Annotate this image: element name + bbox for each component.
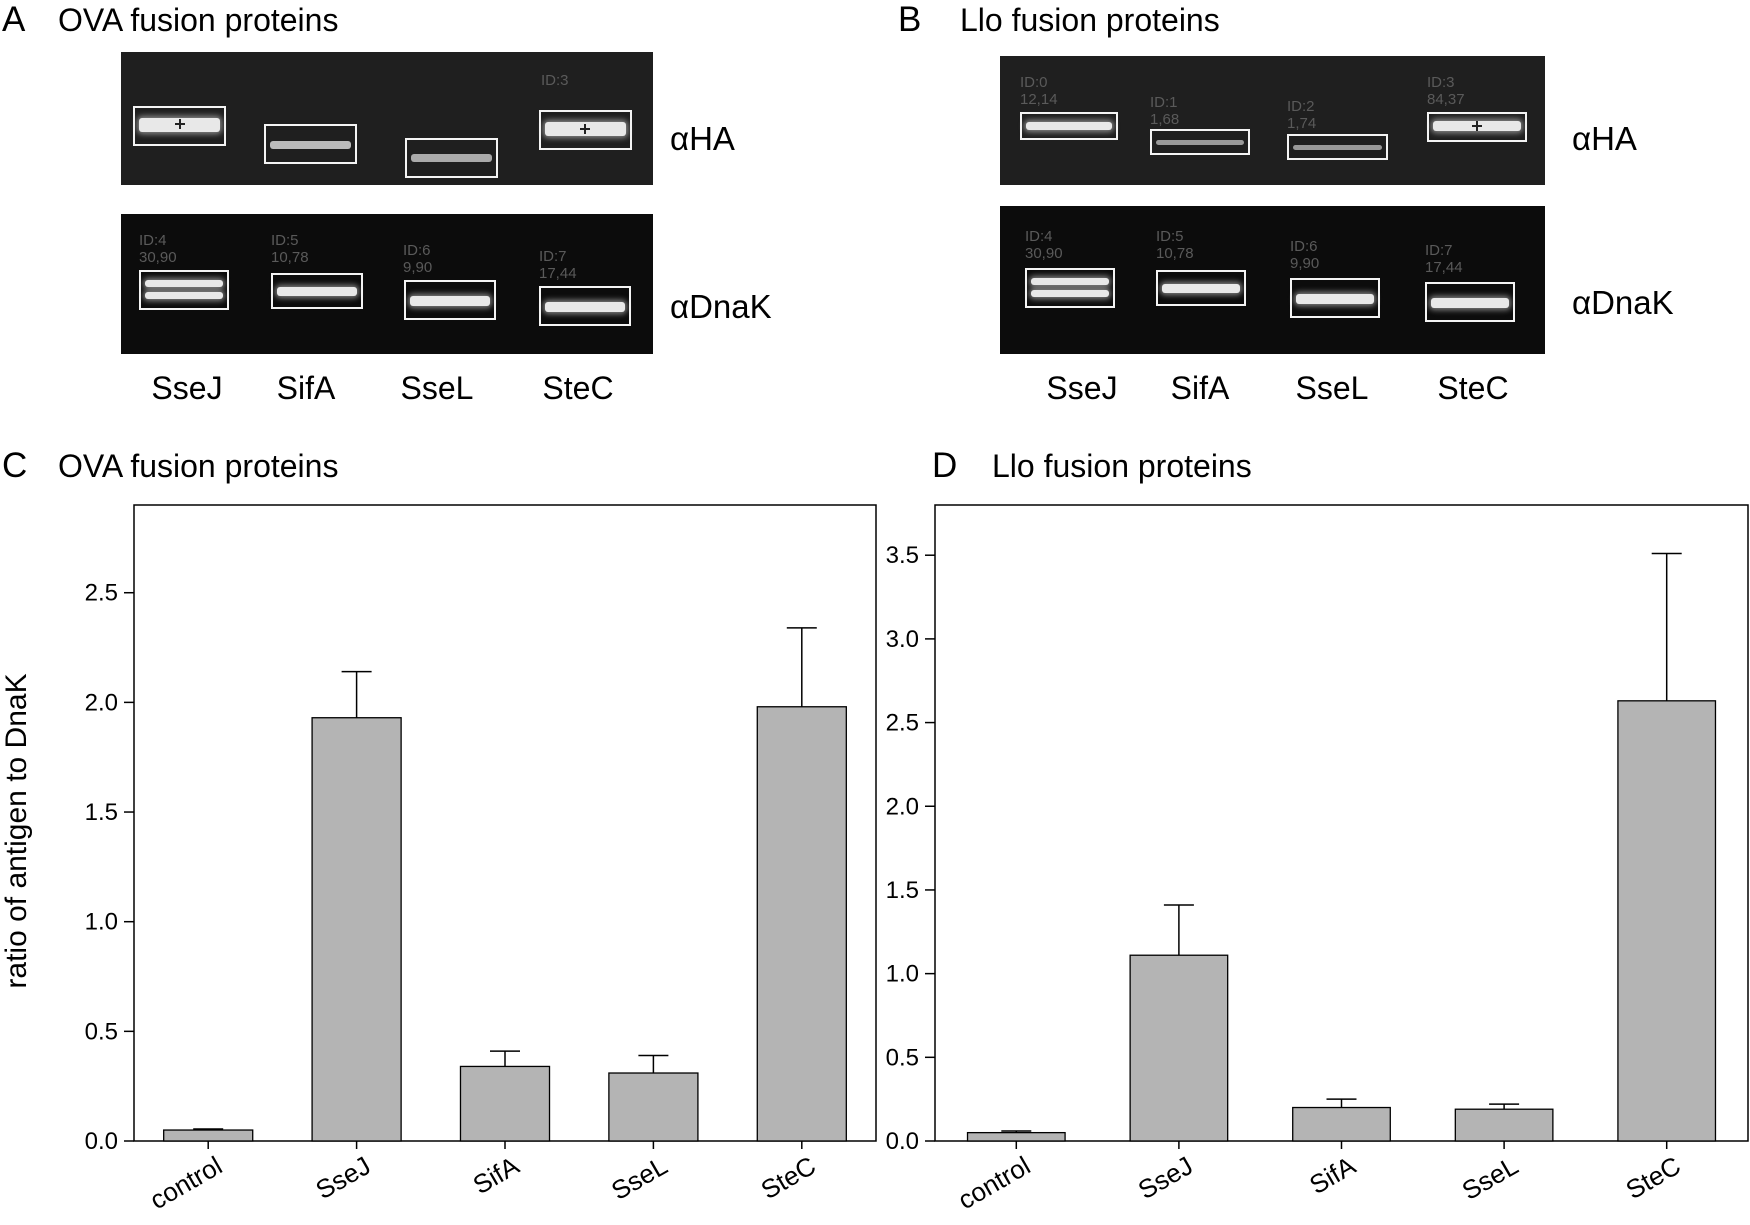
bar-c-sifa: [459, 1065, 551, 1142]
band-box: [404, 280, 496, 320]
band-box: [405, 138, 498, 178]
x-tick-label-d-ssej: SseJ: [1133, 1150, 1198, 1205]
band-id-b-ha-1: ID:0 12,14: [1020, 74, 1058, 108]
y-tick-label-c: 1.0: [85, 909, 118, 936]
band-id-a-dnak-2: ID:5 10,78: [271, 232, 309, 266]
bar-d-ssej: [1129, 954, 1229, 1142]
band-box: [1025, 268, 1115, 308]
antibody-label-a-dnak: αDnaK: [670, 288, 772, 325]
antibody-label-b-ha: αHA: [1572, 120, 1637, 157]
x-tick-label-d-stec: SteC: [1621, 1150, 1686, 1205]
band-id-b-dnak-3: ID:6 9,90: [1290, 238, 1320, 272]
band-id-a-dnak-3: ID:6 9,90: [403, 242, 433, 276]
band-box: [139, 270, 229, 310]
band-id-a-dnak-4: ID:7 17,44: [539, 248, 577, 282]
y-axis-title-c: ratio of antigen to DnaK: [0, 673, 33, 988]
blot-a-ha: ID:3: [121, 52, 653, 185]
band-box: [264, 124, 357, 164]
bar-d-ssel: [1454, 1108, 1554, 1142]
bar-c-control: [163, 1129, 254, 1142]
x-tick-label-c-sifa: SifA: [468, 1150, 525, 1200]
lane-label-b-1: SseJ: [1046, 370, 1118, 406]
lane-label-b-2: SifA: [1170, 370, 1230, 406]
y-tick-label-c: 0.0: [85, 1128, 118, 1155]
y-tick-label-d: 3.5: [886, 542, 919, 569]
panel-letter-c: C: [2, 446, 28, 485]
lane-label-a-3: SseL: [400, 370, 474, 406]
x-tick-label-c-control: control: [145, 1150, 228, 1215]
band-box: [1427, 112, 1527, 142]
panel-title-a: OVA fusion proteins: [58, 2, 339, 38]
y-tick-label-d: 3.0: [886, 626, 919, 653]
antibody-label-b-dnak: αDnaK: [1572, 284, 1674, 321]
band-id-b-ha-3: ID:2 1,74: [1287, 98, 1317, 132]
band-box: [539, 110, 632, 150]
band-id-a-ha-4: ID:3: [541, 72, 569, 89]
y-tick-label-d: 1.0: [886, 961, 919, 988]
lane-label-b-3: SseL: [1295, 370, 1369, 406]
band-box: [271, 273, 363, 309]
x-tick-label-c-stec: SteC: [756, 1150, 821, 1205]
panel-title-b: Llo fusion proteins: [960, 2, 1220, 38]
x-tick-label-d-ssel: SseL: [1457, 1150, 1523, 1206]
band-box: [133, 106, 226, 146]
y-tick-label-c: 0.5: [85, 1018, 118, 1045]
panel-title-c: OVA fusion proteins: [58, 448, 339, 484]
band-id-b-dnak-4: ID:7 17,44: [1425, 242, 1463, 276]
y-tick-label-c: 2.5: [85, 580, 118, 607]
x-tick-label-c-ssej: SseJ: [311, 1150, 376, 1205]
band-box: [1287, 134, 1388, 160]
band-box: [1150, 129, 1250, 155]
chart-d: 0.0 0.5 1.0 1.5 2.0 2.5 3.0 3.5 control SseJ SifA S…: [886, 504, 1749, 1215]
y-tick-label-d: 2.5: [886, 710, 919, 737]
band-box: [1425, 282, 1515, 322]
band-box: [539, 286, 631, 326]
y-tick-label-d: 1.5: [886, 877, 919, 904]
band-box: [1156, 270, 1246, 306]
lane-label-a-2: SifA: [276, 370, 336, 406]
panel-letter-b: B: [898, 0, 922, 39]
bar-d-stec: [1617, 700, 1717, 1142]
bar-c-ssel: [608, 1072, 699, 1142]
panel-letter-d: D: [932, 446, 958, 485]
bar-c-stec: [756, 706, 847, 1142]
panel-title-d: Llo fusion proteins: [992, 448, 1252, 484]
antibody-label-a-ha: αHA: [670, 120, 735, 157]
lane-label-a-4: SteC: [542, 370, 614, 406]
band-box: [1290, 278, 1380, 318]
panel-letter-a: A: [2, 0, 26, 39]
x-tick-label-d-control: control: [953, 1150, 1036, 1215]
chart-c: 0.0 0.5 1.0 1.5 2.0 2.5 control SseJ SifA SseL Ste…: [85, 504, 877, 1215]
lane-label-a-1: SseJ: [151, 370, 223, 406]
y-tick-label-c: 1.5: [85, 799, 118, 826]
band-box: [1020, 112, 1118, 140]
band-id-b-ha-2: ID:1 1,68: [1150, 94, 1180, 128]
lane-label-b-4: SteC: [1437, 370, 1509, 406]
blot-b-dnak: ID:4 30,90 ID:5 10,78 ID:6 9,90 ID:7 17,…: [1000, 206, 1545, 354]
blot-b-ha: ID:0 12,14 ID:1 1,68 ID:2 1,74 ID:3 84,3…: [1000, 56, 1545, 185]
y-tick-label-c: 2.0: [85, 689, 118, 716]
y-tick-label-d: 0.5: [886, 1044, 919, 1071]
band-id-b-dnak-2: ID:5 10,78: [1156, 228, 1194, 262]
bar-c-ssej: [311, 717, 402, 1142]
x-tick-label-c-ssel: SseL: [606, 1150, 672, 1206]
band-id-b-ha-4: ID:3 84,37: [1427, 74, 1465, 108]
band-id-b-dnak-1: ID:4 30,90: [1025, 228, 1063, 262]
x-tick-label-d-sifa: SifA: [1304, 1150, 1361, 1200]
y-tick-label-d: 2.0: [886, 793, 919, 820]
bar-d-control: [966, 1131, 1066, 1142]
blot-a-dnak: ID:4 30,90 ID:5 10,78 ID:6 9,90 ID:7 17,…: [121, 214, 653, 354]
y-tick-label-d: 0.0: [886, 1128, 919, 1155]
band-id-a-dnak-1: ID:4 30,90: [139, 232, 177, 266]
bar-d-sifa: [1292, 1106, 1391, 1142]
